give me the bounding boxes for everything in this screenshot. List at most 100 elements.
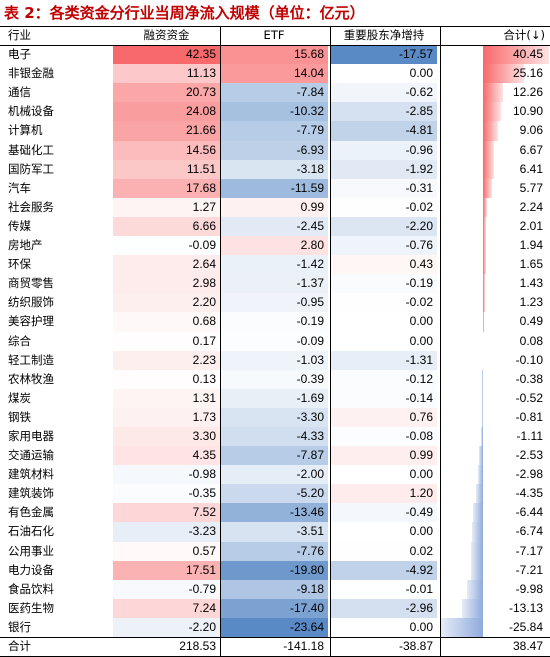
cell-total: -6.74 (441, 522, 549, 541)
total-bar (483, 102, 501, 121)
cell-margin: 0.57 (113, 542, 220, 561)
cell-margin: 11.51 (113, 160, 220, 179)
cell-holder: -0.08 (331, 427, 437, 446)
header-industry: 行业 (8, 26, 108, 45)
cell-margin: -0.98 (113, 465, 220, 484)
total-value: 1.94 (520, 238, 543, 252)
table-header: 行业 融资资金 ETF 重要股东净增持 合计(↓) (0, 26, 550, 45)
cell-industry: 煤炭 (8, 389, 108, 408)
cell-holder: 0.00 (331, 312, 437, 331)
cell-holder: -4.92 (331, 561, 437, 580)
total-value: 0.08 (520, 334, 543, 348)
cell-margin: 17.68 (113, 179, 220, 198)
total-value: -25.84 (509, 620, 543, 634)
cell-industry: 综合 (8, 332, 108, 351)
total-value: 6.41 (520, 162, 543, 176)
cell-margin: -0.35 (113, 484, 220, 503)
cell-holder: 1.20 (331, 484, 437, 503)
cell-etf: -11.59 (220, 179, 328, 198)
cell-margin: 7.24 (113, 599, 220, 618)
total-bar (483, 160, 493, 179)
cell-industry: 家用电器 (8, 427, 108, 446)
total-bar (483, 293, 485, 312)
total-bar (467, 580, 483, 599)
cell-total: 12.26 (441, 83, 549, 102)
cell-etf: 2.80 (220, 236, 328, 255)
cell-holder: 0.02 (331, 542, 437, 561)
total-bar (483, 312, 484, 331)
cell-industry: 建筑材料 (8, 465, 108, 484)
cell-total: -6.44 (441, 503, 549, 522)
cell-holder: -0.14 (331, 389, 437, 408)
cell-etf: -3.18 (220, 160, 328, 179)
total-value: 5.77 (520, 181, 543, 195)
cell-total: 5.77 (441, 179, 549, 198)
cell-total: 1.65 (441, 255, 549, 274)
total-bar (478, 465, 483, 484)
cell-etf: -1.42 (220, 255, 328, 274)
total-value: 1.43 (520, 276, 543, 290)
cell-margin: 7.52 (113, 503, 220, 522)
cell-margin: 17.51 (113, 561, 220, 580)
cell-margin: 6.66 (113, 217, 220, 236)
cell-industry: 基础化工 (8, 141, 108, 160)
cell-etf: -2.45 (220, 217, 328, 236)
cell-industry: 商贸零售 (8, 274, 108, 293)
total-value: 9.06 (520, 123, 543, 137)
total-value: -0.38 (516, 372, 543, 386)
cell-holder: -1.92 (331, 160, 437, 179)
cell-total: -0.81 (441, 408, 549, 427)
cell-industry: 环保 (8, 255, 108, 274)
cell-holder: -2.96 (331, 599, 437, 618)
column-divider (220, 26, 221, 656)
cell-etf: -3.51 (220, 522, 328, 541)
cell-total: -2.98 (441, 465, 549, 484)
cell-margin: 14.56 (113, 141, 220, 160)
total-value: 10.90 (513, 104, 543, 118)
cell-holder: -0.76 (331, 236, 437, 255)
cell-industry: 传媒 (8, 217, 108, 236)
cell-margin: 20.73 (113, 83, 220, 102)
cell-margin: 24.08 (113, 102, 220, 121)
cell-etf: -7.87 (220, 446, 328, 465)
cell-industry: 有色金属 (8, 503, 108, 522)
cell-industry: 农林牧渔 (8, 370, 108, 389)
cell-industry: 医药生物 (8, 599, 108, 618)
footer-industry: 合计 (8, 637, 108, 656)
cell-margin: 0.17 (113, 332, 220, 351)
cell-etf: -1.37 (220, 274, 328, 293)
table-title: 表 2：各类资金分行业当周净流入规模（单位：亿元） (4, 0, 365, 26)
total-bar (471, 542, 483, 561)
cell-etf: -7.84 (220, 83, 328, 102)
footer-margin: 218.53 (113, 637, 220, 656)
cell-total: 0.49 (441, 312, 549, 331)
cell-holder: -0.31 (331, 179, 437, 198)
cell-total: 25.16 (441, 64, 549, 83)
cell-etf: -4.33 (220, 427, 328, 446)
cell-etf: -23.64 (220, 618, 328, 637)
cell-margin: -0.79 (113, 580, 220, 599)
cell-holder: -4.81 (331, 121, 437, 140)
cell-etf: -13.46 (220, 503, 328, 522)
total-value: -9.98 (516, 582, 543, 596)
cell-industry: 汽车 (8, 179, 108, 198)
cell-holder: 0.99 (331, 446, 437, 465)
cell-etf: -5.20 (220, 484, 328, 503)
cell-etf: -7.76 (220, 542, 328, 561)
total-value: -7.21 (516, 563, 543, 577)
total-value: -6.74 (516, 524, 543, 538)
cell-holder: 0.00 (331, 465, 437, 484)
cell-margin: 21.66 (113, 121, 220, 140)
total-bar (479, 446, 483, 465)
total-value: -0.52 (516, 391, 543, 405)
total-value: 2.24 (520, 200, 543, 214)
